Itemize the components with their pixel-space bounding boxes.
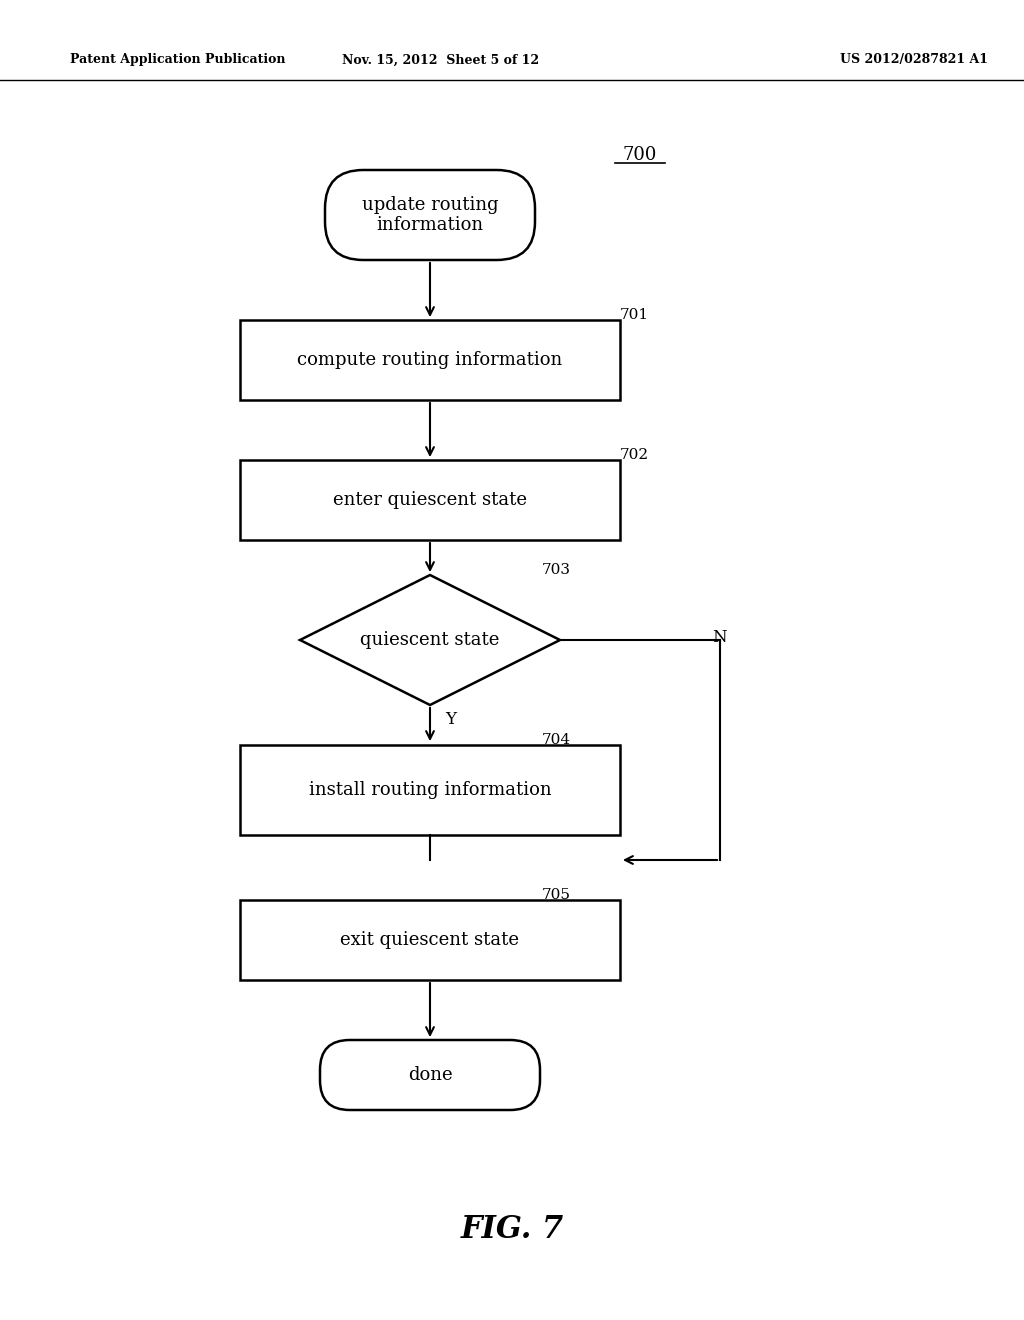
FancyBboxPatch shape	[319, 1040, 540, 1110]
Text: Y: Y	[445, 711, 456, 729]
Text: 705: 705	[542, 888, 571, 902]
Bar	[240, 744, 620, 836]
Text: N: N	[712, 630, 727, 647]
Text: quiescent state: quiescent state	[360, 631, 500, 649]
Text: 701: 701	[620, 308, 649, 322]
Text: update routing
information: update routing information	[361, 195, 499, 235]
Bar	[240, 900, 620, 979]
Text: Nov. 15, 2012  Sheet 5 of 12: Nov. 15, 2012 Sheet 5 of 12	[342, 54, 539, 66]
FancyBboxPatch shape	[325, 170, 535, 260]
Bar	[240, 459, 620, 540]
Text: Patent Application Publication: Patent Application Publication	[70, 54, 286, 66]
Text: 704: 704	[542, 733, 571, 747]
Text: US 2012/0287821 A1: US 2012/0287821 A1	[840, 54, 988, 66]
Text: 703: 703	[542, 564, 571, 577]
Text: done: done	[408, 1067, 453, 1084]
Text: 700: 700	[623, 147, 657, 164]
Text: exit quiescent state: exit quiescent state	[341, 931, 519, 949]
Text: 702: 702	[620, 447, 649, 462]
Text: enter quiescent state: enter quiescent state	[333, 491, 527, 510]
Text: FIG. 7: FIG. 7	[461, 1214, 563, 1246]
Text: compute routing information: compute routing information	[297, 351, 562, 370]
Text: install routing information: install routing information	[308, 781, 551, 799]
Bar	[240, 319, 620, 400]
Polygon shape	[300, 576, 560, 705]
